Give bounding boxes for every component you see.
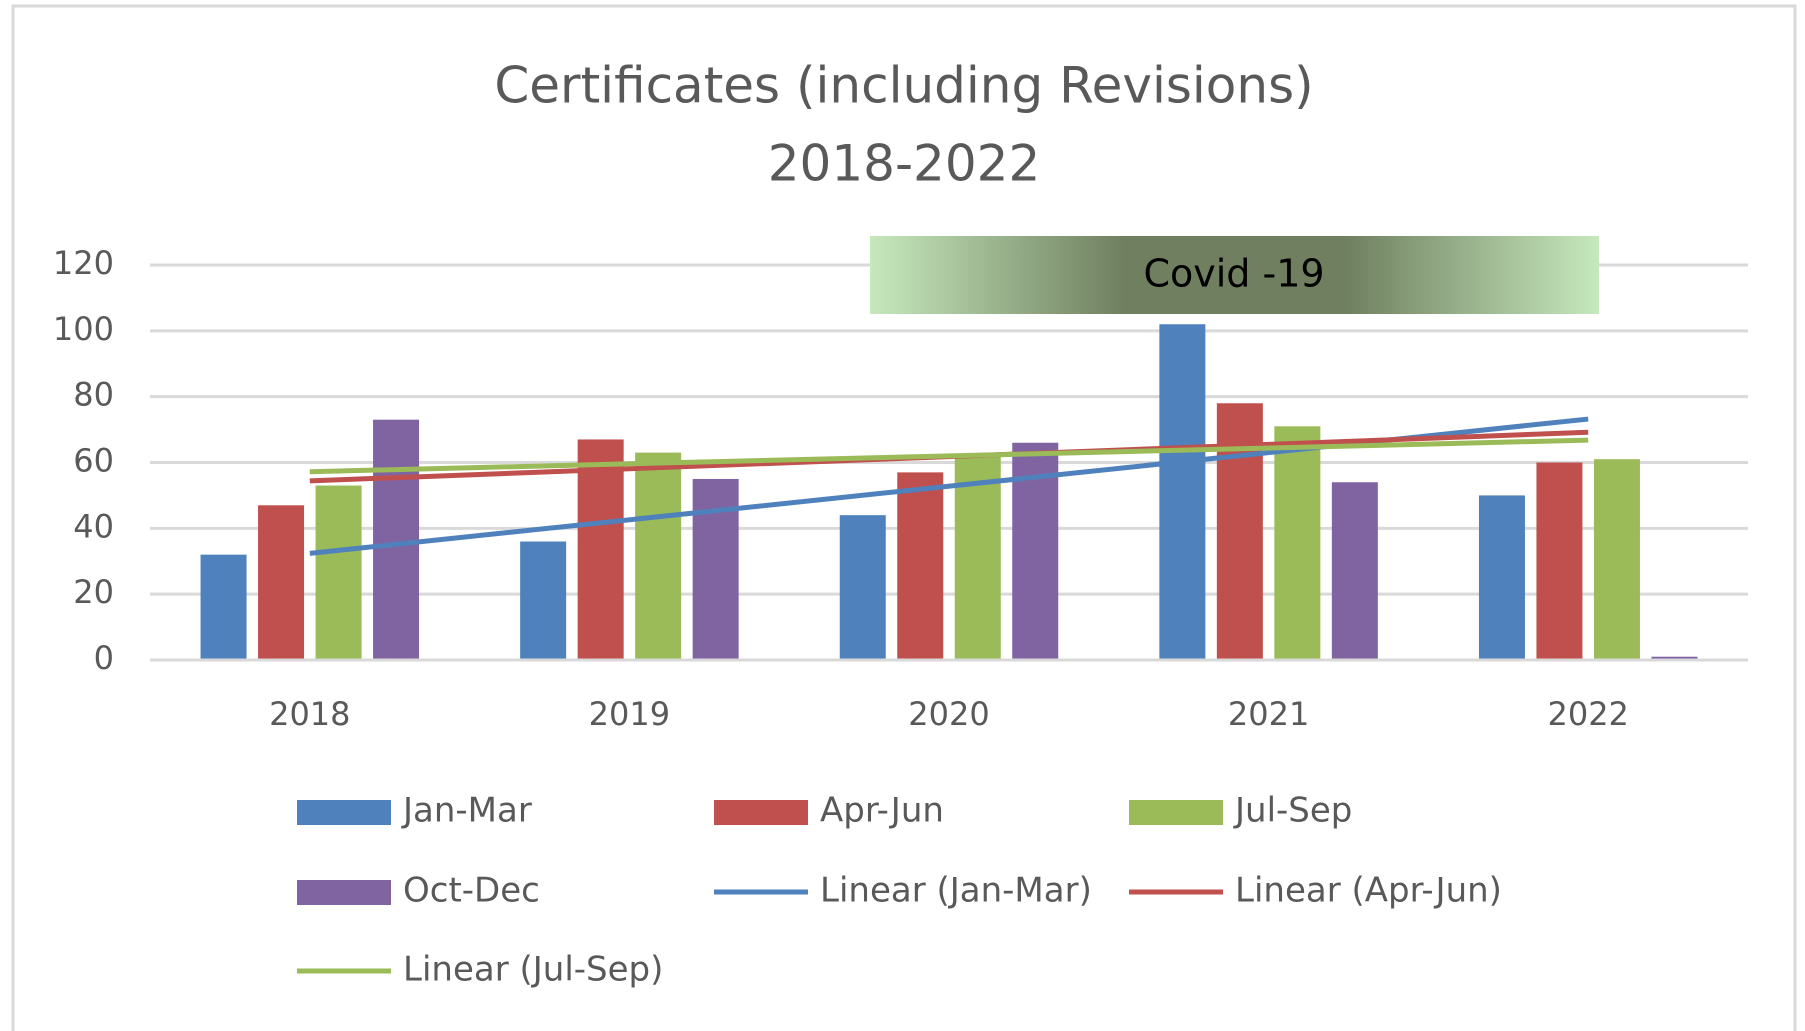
legend-label: Linear (Jan-Mar) — [820, 871, 1092, 911]
legend-swatch — [1129, 800, 1223, 825]
bar — [200, 554, 247, 660]
legend-label: Jan-Mar — [401, 791, 532, 831]
bar — [635, 452, 682, 660]
chart-title: Certificates (including Revisions) — [494, 57, 1313, 115]
bar — [577, 439, 624, 660]
legend-label: Linear (Jul-Sep) — [403, 950, 663, 990]
bar — [1536, 462, 1583, 660]
legend-label: Linear (Apr-Jun) — [1235, 871, 1502, 911]
bar — [1274, 426, 1321, 660]
bar — [373, 419, 420, 660]
annotation: Covid -19 — [1143, 252, 1324, 296]
y-tick-label: 120 — [53, 244, 114, 282]
bar — [1331, 482, 1378, 660]
bar — [520, 541, 567, 660]
bar — [1593, 459, 1640, 660]
x-tick-label: 2020 — [908, 695, 989, 733]
legend-swatch — [297, 880, 391, 905]
bar — [315, 485, 362, 660]
bar — [897, 472, 944, 660]
legend-swatch — [297, 800, 391, 825]
bar — [692, 478, 739, 660]
bar — [1651, 656, 1698, 660]
y-tick-label: 80 — [73, 376, 114, 414]
legend-label: Apr-Jun — [820, 791, 944, 831]
bar — [1216, 403, 1263, 660]
x-tick-label: 2018 — [269, 695, 350, 733]
x-tick-label: 2021 — [1228, 695, 1309, 733]
bar — [258, 505, 305, 660]
legend-label: Jul-Sep — [1233, 791, 1352, 831]
chart-title: 2018-2022 — [768, 135, 1041, 193]
y-tick-label: 60 — [73, 442, 114, 480]
bar — [839, 515, 886, 660]
x-tick-label: 2019 — [589, 695, 670, 733]
legend-label: Oct-Dec — [403, 871, 540, 911]
y-tick-label: 0 — [94, 639, 114, 677]
legend-swatch — [714, 800, 808, 825]
y-tick-label: 40 — [73, 507, 114, 545]
trendline — [309, 437, 1589, 475]
x-tick-label: 2022 — [1547, 695, 1628, 733]
bar — [1159, 324, 1206, 660]
bar — [1478, 495, 1525, 660]
bar — [954, 455, 1001, 660]
annotation-box — [870, 236, 1599, 314]
y-tick-label: 100 — [53, 310, 114, 348]
y-tick-label: 20 — [73, 573, 114, 611]
